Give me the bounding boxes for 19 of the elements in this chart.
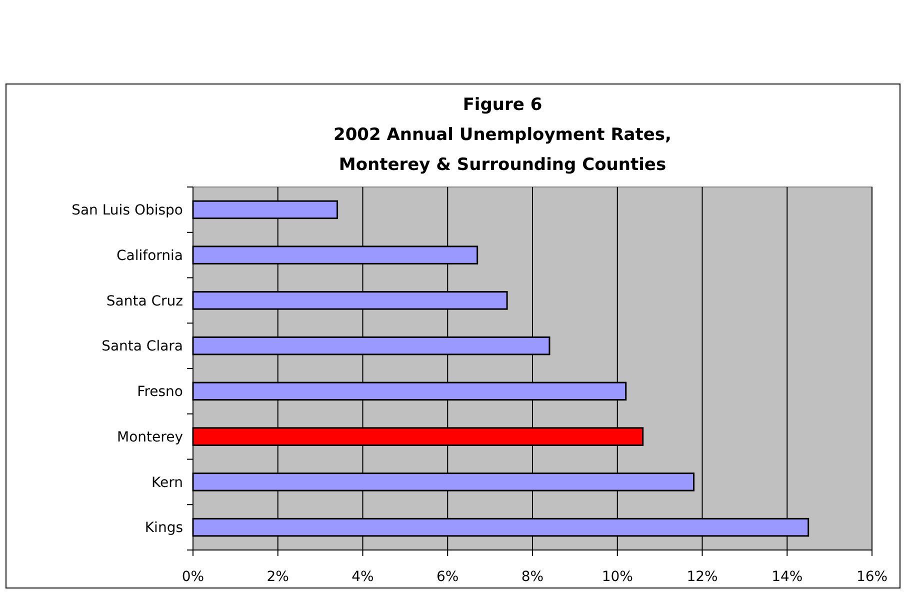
x-tick-label: 16% [856, 569, 888, 585]
y-tick-label: California [116, 248, 183, 264]
x-tick-label: 0% [182, 569, 204, 585]
x-tick-label: 10% [602, 569, 633, 585]
chart-subtitle: 2002 Annual Unemployment Rates, Monterey & Surrounding Counties [333, 125, 672, 175]
x-tick-label: 12% [686, 569, 718, 585]
y-tick-label: San Luis Obispo [72, 202, 183, 219]
chart-title: Figure 6 [462, 95, 542, 115]
y-tick-label: Monterey [117, 429, 183, 446]
y-tick-label: Kern [152, 474, 183, 491]
x-tick-label: 6% [436, 569, 459, 585]
x-tick-label: 4% [352, 569, 374, 585]
y-tick-label: Santa Clara [102, 338, 183, 355]
y-tick-label: Santa Cruz [106, 293, 183, 310]
y-tick-label: Fresno [137, 384, 183, 400]
x-tick-label: 2% [266, 569, 289, 585]
x-tick-label: 14% [772, 569, 803, 585]
y-tick-label: Kings [144, 520, 183, 536]
x-tick-label: 8% [521, 569, 544, 585]
